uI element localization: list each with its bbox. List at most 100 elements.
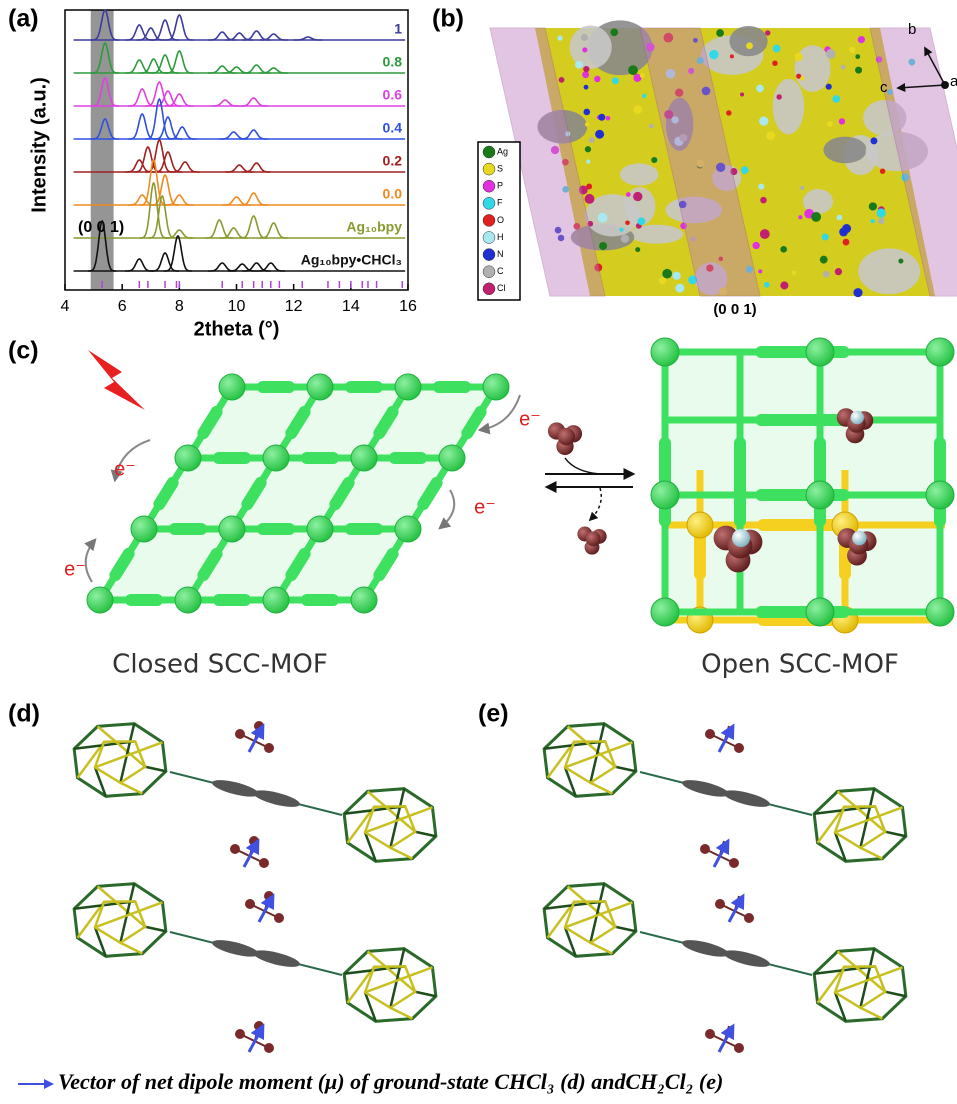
atom <box>826 84 832 90</box>
diffraction-peak <box>259 223 288 238</box>
atom <box>858 36 865 43</box>
atom <box>832 95 840 103</box>
atom <box>559 77 565 83</box>
atom <box>800 76 804 80</box>
atom <box>835 268 842 275</box>
cluster-node <box>651 338 679 366</box>
atom <box>822 233 829 240</box>
diffraction-peak <box>219 132 248 139</box>
solvent-atom <box>235 1029 245 1039</box>
atom <box>625 220 630 225</box>
atom <box>649 124 653 128</box>
panel-label: (d) <box>8 700 40 728</box>
cluster-node <box>395 516 421 542</box>
atom <box>772 60 778 66</box>
atom <box>619 228 623 232</box>
cluster-core <box>835 806 885 847</box>
atom <box>594 76 600 82</box>
cluster-node <box>175 445 201 471</box>
diffraction-peak <box>145 140 174 172</box>
atom <box>730 54 734 58</box>
pore-surface <box>620 163 659 185</box>
atom <box>794 53 802 61</box>
atom <box>752 242 759 249</box>
atom <box>773 45 781 53</box>
legend-swatch <box>483 232 495 244</box>
legend-swatch <box>483 266 495 278</box>
figure: (a) (b) (c) (d) (e) (0 0 1)468101214162t… <box>0 0 957 1104</box>
atom <box>839 118 845 124</box>
atom <box>792 270 797 275</box>
atom <box>589 137 595 143</box>
atom <box>780 246 787 253</box>
solvent-atom <box>245 899 255 909</box>
series-label: 0.2 <box>383 153 403 169</box>
atom <box>634 105 643 114</box>
atom <box>606 116 611 121</box>
legend-label: Cl <box>497 283 506 293</box>
atom <box>758 184 764 190</box>
atom <box>765 30 770 35</box>
electron-hop <box>440 490 454 528</box>
series-label: 1 <box>394 21 402 37</box>
diffraction-peak <box>125 25 154 40</box>
cluster-bond <box>615 927 636 931</box>
atom <box>760 197 767 204</box>
cluster-node <box>651 598 679 626</box>
legend-label: C <box>497 266 504 276</box>
pore-surface <box>795 45 831 92</box>
atom <box>827 121 833 127</box>
solvent-atom <box>705 1029 715 1039</box>
atom <box>726 110 731 115</box>
cluster-node <box>651 481 679 509</box>
cluster-cage <box>344 949 436 1022</box>
atom <box>612 77 619 84</box>
panel-caption: (0 0 1) <box>713 301 756 318</box>
cluster-node <box>307 374 333 400</box>
x-tick-label: 14 <box>342 298 360 315</box>
atom <box>853 288 862 297</box>
cluster-bond <box>120 783 142 794</box>
cluster-core <box>565 741 615 782</box>
atom <box>740 93 744 97</box>
cluster-cage <box>814 949 906 1022</box>
cluster-core <box>835 966 885 1007</box>
electron-label: e⁻ <box>114 458 136 480</box>
atom <box>583 66 589 72</box>
x-tick-label: 16 <box>399 298 417 315</box>
atom <box>675 284 684 293</box>
atom <box>758 269 762 273</box>
atom <box>898 259 903 264</box>
legend-swatch <box>483 197 495 209</box>
figure-caption: Vector of net dipole moment (μ) of groun… <box>58 1069 723 1094</box>
diffraction-peak <box>165 195 194 205</box>
molecule-atom <box>558 428 575 445</box>
diffraction-peak <box>165 94 194 106</box>
axis-name: a <box>950 73 957 90</box>
atom <box>582 71 589 78</box>
pyridine-ring <box>681 937 730 960</box>
panel-label: (e) <box>478 700 509 728</box>
grid-plane <box>665 352 940 612</box>
axis-name: c <box>880 79 888 96</box>
atom <box>839 228 848 237</box>
pore-surface <box>773 79 804 134</box>
legend-label: Ag <box>497 146 508 156</box>
atom <box>642 94 646 98</box>
atom <box>776 94 781 99</box>
diffraction-peak <box>154 152 183 172</box>
atom <box>841 65 846 70</box>
atom <box>878 218 884 224</box>
series-label: 0.0 <box>383 186 403 202</box>
cluster-node <box>926 338 954 366</box>
diffraction-peak <box>205 220 234 238</box>
cluster-node <box>926 481 954 509</box>
atom <box>709 50 718 59</box>
atom <box>635 247 640 252</box>
cluster-node <box>687 512 713 538</box>
cluster-node <box>263 587 289 613</box>
atom <box>756 85 764 93</box>
cluster-bond <box>120 943 142 954</box>
cluster-core <box>565 901 615 942</box>
electron-label: e⁻ <box>519 408 541 430</box>
